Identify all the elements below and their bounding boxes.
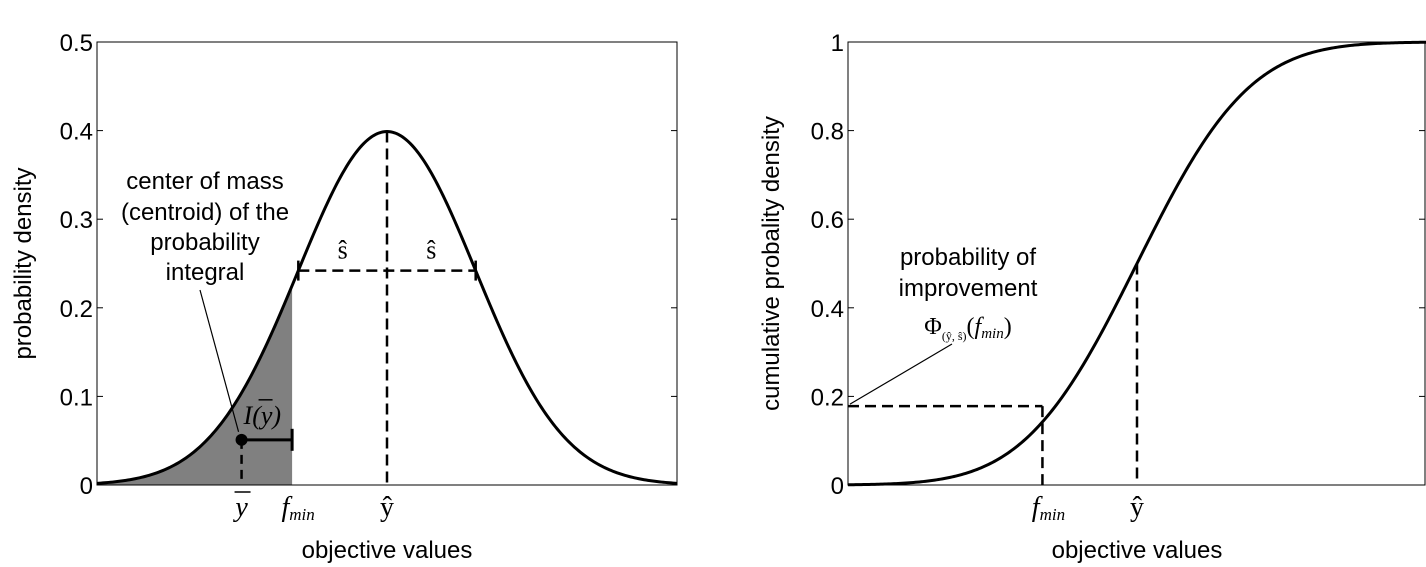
improvement-annotation: probability of improvement Φ(ŷ, ŝ)(fmin) bbox=[899, 244, 1038, 343]
annotation-line-3: probability bbox=[150, 229, 259, 256]
fmin-label-sub: min bbox=[289, 505, 315, 524]
annotation-line-1: center of mass bbox=[126, 168, 283, 195]
pdf-tick-label-1: 0.1 bbox=[60, 384, 93, 411]
pdf-tick-label-4: 0.4 bbox=[60, 119, 93, 146]
centroid-point bbox=[235, 433, 248, 446]
phi-arg-sub: min bbox=[981, 326, 1004, 342]
cdf-y-ticks: 0 0.2 0.4 0.6 0.8 1 bbox=[811, 30, 1425, 500]
phi-close-paren: ) bbox=[1004, 314, 1012, 340]
cdf-annotation-line-1: probability of bbox=[900, 244, 1036, 271]
pdf-tick-label-5: 0.5 bbox=[60, 30, 93, 57]
annotation-leader-line bbox=[199, 289, 240, 432]
probability-integral-shaded-area bbox=[97, 285, 293, 485]
phi-formula: Φ(ŷ, ŝ)(fmin) bbox=[924, 314, 1011, 343]
annotation-line-4: integral bbox=[166, 259, 245, 286]
cdf-yhat-label: ŷ bbox=[1130, 492, 1144, 523]
phi-open-paren: ( bbox=[967, 314, 975, 340]
cdf-plot-frame bbox=[847, 41, 1426, 486]
pdf-chart: 0 0.1 0.2 0.3 0.4 0.5 ŝ ŝ I(y) center of mass… bbox=[10, 30, 678, 564]
phi-subscript: (ŷ, ŝ) bbox=[942, 329, 967, 343]
centroid-annotation: center of mass (centroid) of the probabi… bbox=[121, 168, 289, 286]
integral-label-text: I(y) bbox=[243, 401, 282, 430]
cdf-fmin-label: fmin bbox=[1032, 492, 1065, 524]
cdf-y-axis-label: cumulative probality density bbox=[758, 116, 785, 411]
cdf-tick-label-2: 0.4 bbox=[811, 296, 844, 323]
pdf-tick-label-2: 0.2 bbox=[60, 296, 93, 323]
cdf-tick-label-4: 0.8 bbox=[811, 119, 844, 146]
sigma-right-label: ŝ bbox=[426, 236, 436, 265]
cdf-annotation-leader-line bbox=[849, 343, 953, 405]
cdf-tick-label-0: 0 bbox=[831, 473, 844, 500]
fmin-label: fmin bbox=[281, 492, 314, 524]
cdf-tick-label-5: 1 bbox=[831, 30, 844, 57]
pdf-y-ticks: 0 0.1 0.2 0.3 0.4 0.5 bbox=[60, 30, 677, 500]
phi-arg-main: f bbox=[975, 314, 985, 340]
cdf-x-axis-label: objective values bbox=[1052, 537, 1223, 564]
phi-symbol: Φ bbox=[924, 314, 942, 340]
cdf-annotation-line-2: improvement bbox=[899, 275, 1038, 302]
cdf-fmin-label-sub: min bbox=[1040, 505, 1066, 524]
pdf-tick-label-0: 0 bbox=[80, 473, 93, 500]
annotation-line-2: (centroid) of the bbox=[121, 199, 289, 226]
pdf-x-axis-label: objective values bbox=[302, 537, 473, 564]
fmin-label-main: f bbox=[281, 492, 292, 523]
ybar-label: y bbox=[232, 492, 248, 523]
integral-label: I(y) bbox=[243, 401, 282, 430]
sigma-left-label: ŝ bbox=[338, 236, 348, 265]
cdf-tick-label-1: 0.2 bbox=[811, 384, 844, 411]
pdf-y-axis-label: probability density bbox=[10, 167, 37, 359]
pdf-plot-frame bbox=[96, 41, 678, 486]
yhat-label: ŷ bbox=[380, 492, 394, 523]
cdf-fmin-label-main: f bbox=[1032, 492, 1043, 523]
cdf-chart: 0 0.2 0.4 0.6 0.8 1 probability of improvemen… bbox=[758, 30, 1426, 564]
cdf-tick-label-3: 0.6 bbox=[811, 207, 844, 234]
pdf-tick-label-3: 0.3 bbox=[60, 207, 93, 234]
